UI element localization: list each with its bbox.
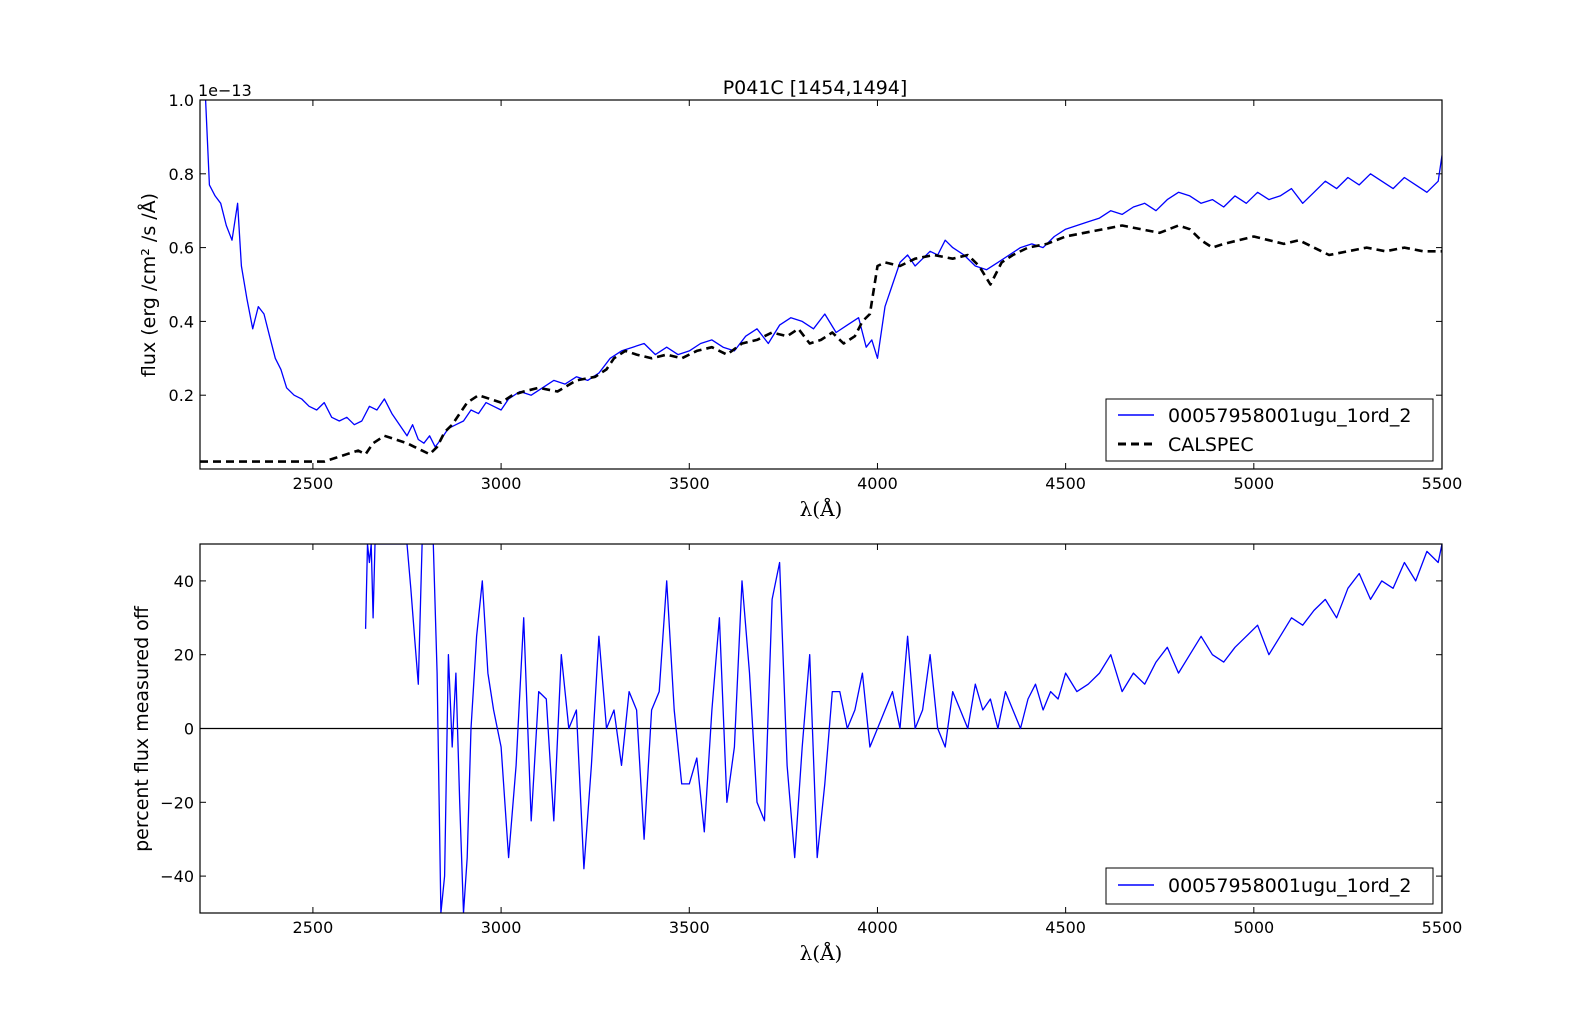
y-tick-label: 0.2: [169, 386, 194, 405]
x-tick-label: 2500: [293, 474, 334, 493]
percent-plot-frame: [199, 543, 1443, 914]
y-tick-label: 0.6: [169, 239, 194, 258]
percent-legend: 00057958001ugu_1ord_2: [1105, 867, 1434, 905]
x-axis-label: λ(Å): [800, 496, 843, 521]
legend-box: [1105, 398, 1434, 462]
x-tick-label: 4500: [1045, 918, 1086, 937]
y-tick-label: 1.0: [169, 91, 194, 110]
x-axis-label: λ(Å): [800, 940, 843, 965]
y-tick-label: 0.4: [169, 312, 194, 331]
subplot-title: P041C [1454,1494]: [723, 77, 908, 99]
x-tick-label: 4000: [857, 474, 898, 493]
x-tick-label: 5500: [1422, 474, 1463, 493]
y-axis-label: percent flux measured off: [131, 605, 153, 852]
flux-legend: 00057958001ugu_1ord_2 CALSPEC: [1105, 398, 1434, 462]
flux-subplot: P041C [1454,1494] 1e−13 2500 3000 3500 4000…: [137, 77, 1462, 521]
x-tick-label: 3000: [481, 918, 522, 937]
y-tick-label: −40: [160, 867, 194, 886]
x-tick-label: 3000: [481, 474, 522, 493]
x-tick-label: 5000: [1233, 918, 1274, 937]
percent-subplot: 2500 3000 3500 4000 4500 5000 5500−40−2002040 …: [131, 543, 1463, 965]
x-tick-label: 3500: [669, 474, 710, 493]
x-tick-label: 4000: [857, 918, 898, 937]
y-tick-label: 20: [174, 646, 194, 665]
y-axis-label: flux (erg /cm² /s /Å): [137, 193, 160, 377]
flux-plot-frame: [199, 99, 1443, 470]
y-tick-label: 0: [184, 720, 194, 739]
series-line-1: [204, 100, 1442, 448]
y-tick-label: −20: [160, 793, 194, 812]
legend-label-series-2: CALSPEC: [1168, 434, 1254, 456]
y-offset-text: 1e−13: [198, 81, 252, 100]
legend-label-series-1: 00057958001ugu_1ord_2: [1168, 405, 1411, 427]
x-tick-label: 3500: [669, 918, 710, 937]
x-tick-label: 2500: [293, 918, 334, 937]
x-tick-label: 5000: [1233, 474, 1274, 493]
x-tick-label: 4500: [1045, 474, 1086, 493]
x-tick-label: 5500: [1422, 918, 1463, 937]
y-tick-label: 40: [174, 572, 194, 591]
legend-label-series-1: 00057958001ugu_1ord_2: [1168, 875, 1411, 897]
series-line-1: [364, 544, 1442, 913]
legend-box: [1105, 867, 1434, 905]
series-line-2: [200, 224, 1442, 463]
y-tick-label: 0.8: [169, 165, 194, 184]
